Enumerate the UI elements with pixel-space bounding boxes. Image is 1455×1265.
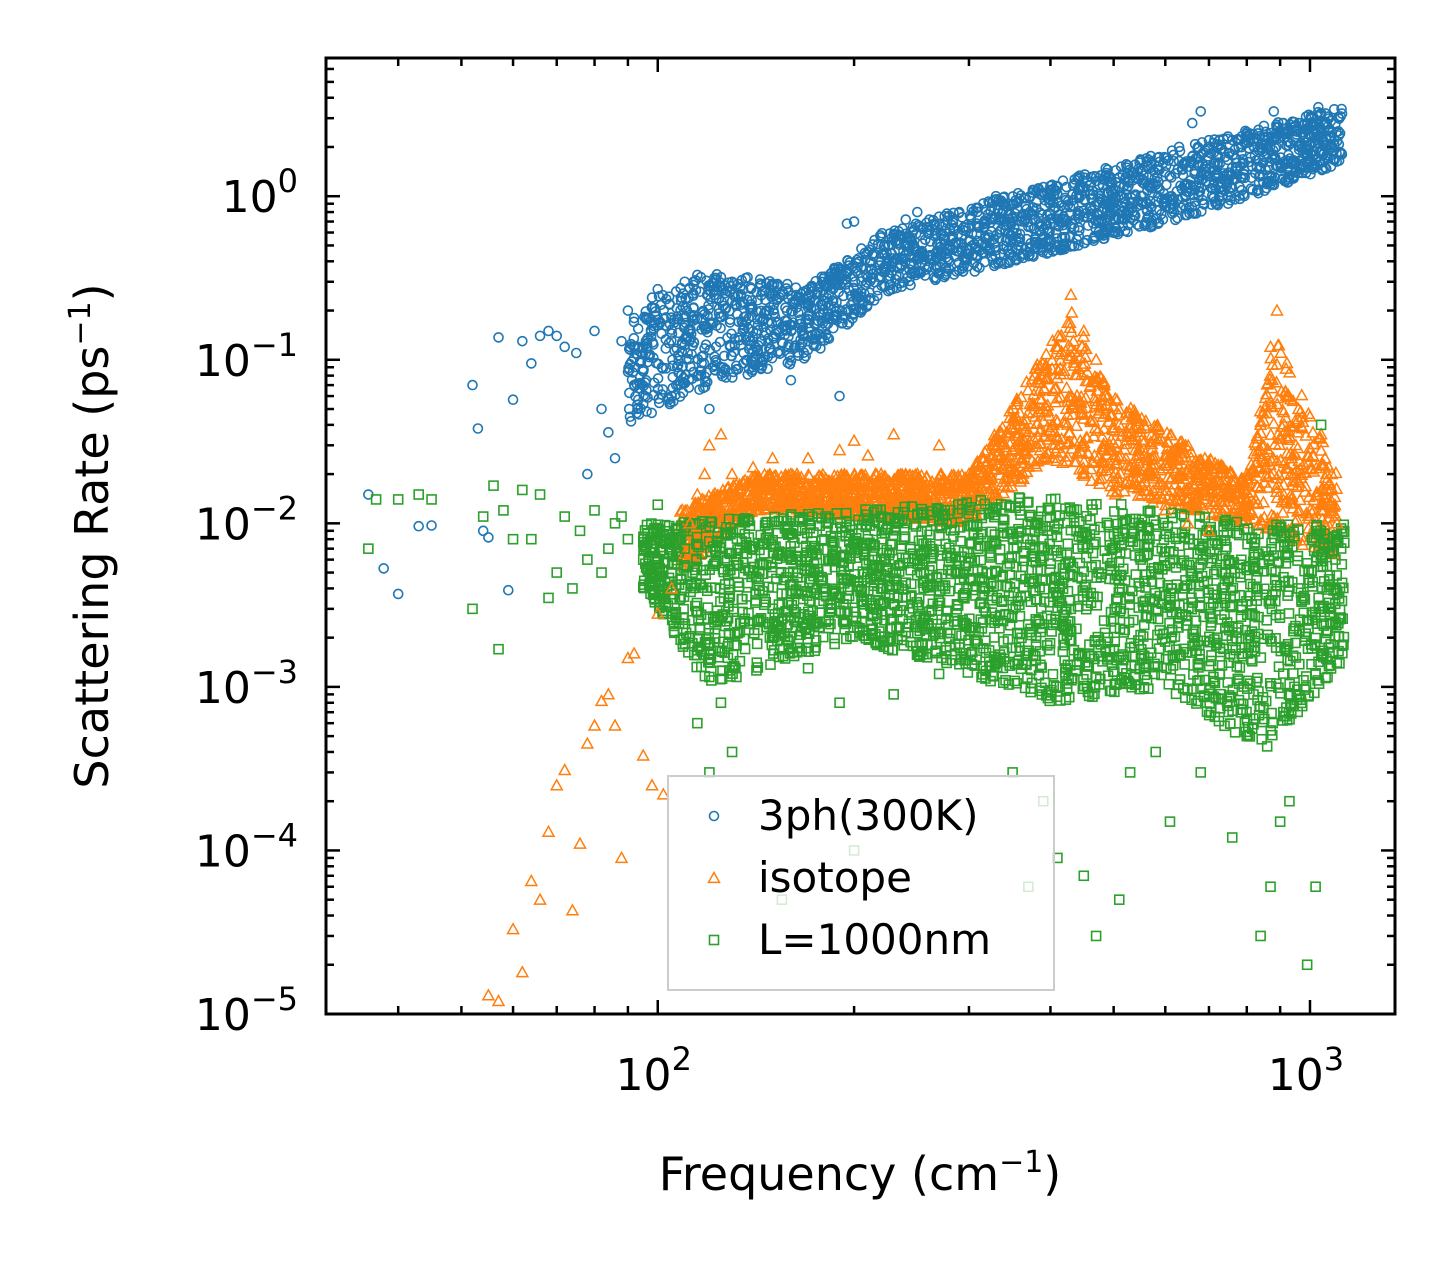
band-point-circle xyxy=(1211,167,1223,179)
band-point-circle xyxy=(1179,157,1191,169)
band-point-square xyxy=(1164,617,1175,629)
band-point-circle xyxy=(698,350,709,361)
band-point-circle xyxy=(792,307,804,319)
band-point-circle xyxy=(1069,174,1080,185)
band-point-square xyxy=(986,526,997,538)
band-point-circle xyxy=(842,255,853,266)
band-point-circle xyxy=(1328,103,1340,115)
band-point-circle xyxy=(1210,172,1221,184)
band-point-circle xyxy=(1180,190,1192,201)
band-point-circle xyxy=(1139,220,1150,232)
band-point-circle xyxy=(838,290,849,302)
band-point-triangle xyxy=(1266,416,1281,429)
dense-band-layer xyxy=(622,103,1350,752)
band-point-square xyxy=(1179,659,1190,670)
band-point-circle xyxy=(849,276,861,288)
band-point-square xyxy=(829,632,840,644)
band-point-circle xyxy=(897,223,908,234)
band-point-circle xyxy=(723,305,735,317)
band-point-circle xyxy=(1170,214,1181,226)
band-point-circle xyxy=(666,312,677,323)
band-point-circle xyxy=(1253,188,1264,199)
band-point-circle xyxy=(1001,201,1012,212)
band-point-triangle xyxy=(1059,380,1074,394)
band-point-circle xyxy=(966,228,978,240)
band-point-circle xyxy=(641,337,653,349)
band-point-circle xyxy=(703,299,714,311)
band-point-circle xyxy=(703,304,714,315)
band-point-circle xyxy=(625,416,637,427)
band-point-triangle xyxy=(1250,428,1265,442)
band-point-circle xyxy=(1247,184,1258,196)
band-point-circle xyxy=(1126,203,1137,215)
band-point-circle xyxy=(968,257,980,269)
band-point-circle xyxy=(646,407,657,419)
band-point-circle xyxy=(919,260,931,271)
band-point-circle xyxy=(1100,162,1112,174)
band-point-circle xyxy=(836,318,848,329)
band-point-circle xyxy=(769,311,781,323)
band-point-circle xyxy=(624,411,636,423)
band-point-circle xyxy=(1312,106,1324,118)
band-point-triangle xyxy=(1069,418,1084,431)
band-point-circle xyxy=(727,372,738,383)
band-point-square xyxy=(1206,650,1217,661)
band-point-circle xyxy=(842,319,853,330)
band-point-circle xyxy=(1168,155,1179,167)
band-point-circle xyxy=(657,384,669,395)
band-point-circle xyxy=(622,366,634,378)
band-point-triangle xyxy=(1294,388,1309,401)
band-point-square xyxy=(751,638,763,650)
band-point-circle xyxy=(717,282,729,294)
band-point-triangle xyxy=(1274,345,1288,359)
band-point-circle xyxy=(663,291,675,303)
band-point-triangle xyxy=(1064,305,1079,318)
band-point-circle xyxy=(876,227,888,239)
